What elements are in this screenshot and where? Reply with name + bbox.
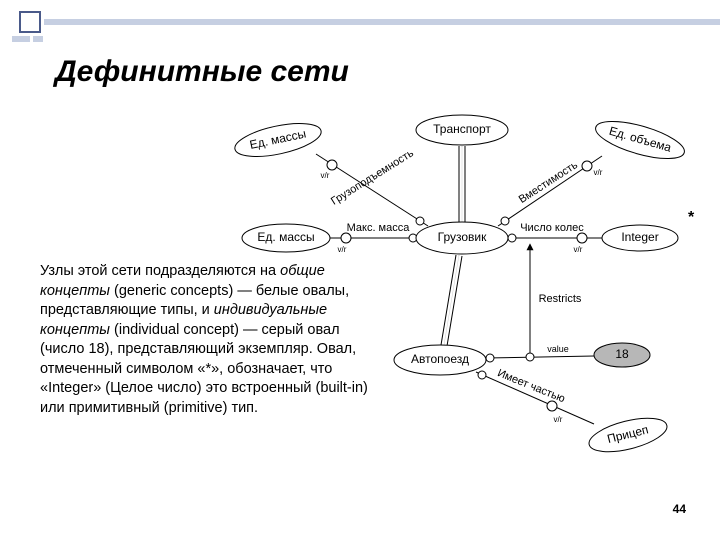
- semantic-network-diagram: Грузоподъемность v/r Макс. масса v/r Вме…: [0, 0, 720, 540]
- svg-text:Автопоезд: Автопоезд: [411, 352, 469, 366]
- node-gruzovik: Грузовик: [416, 222, 508, 254]
- edge-part-vr: v/r: [554, 415, 563, 424]
- edge-value-origin: [486, 354, 494, 362]
- node-avtopoezd: Автопоезд: [394, 345, 486, 375]
- edge-value: [486, 356, 594, 358]
- edge-kolesa-dot: [577, 233, 587, 243]
- edge-vmest-label: Вместимость: [517, 159, 580, 206]
- edge-isa-gruzovik-arrow: [444, 255, 459, 345]
- edge-isa-gruzovik-r: [447, 256, 462, 346]
- edge-part: [476, 372, 594, 424]
- edge-gruzopod-origin: [416, 217, 424, 225]
- edge-vmest-vr: v/r: [594, 168, 603, 177]
- edge-kolesa-origin: [508, 234, 516, 242]
- node-volume: Ед. объема: [592, 114, 688, 166]
- edge-kolesa-vr: v/r: [574, 245, 583, 254]
- node-integer: Integer: [602, 225, 678, 251]
- edge-value-label: value: [547, 344, 569, 354]
- edge-kolesa-label: Число колес: [520, 222, 584, 234]
- integer-star: *: [688, 209, 695, 226]
- edge-gruzopod-dot: [327, 160, 337, 170]
- node-mass2: Ед. массы: [242, 224, 330, 252]
- edge-maxmass-label: Макс. масса: [347, 222, 411, 234]
- edge-gruzopod-vr: v/r: [321, 171, 330, 180]
- svg-text:Транспорт: Транспорт: [433, 122, 491, 136]
- edge-maxmass-vr: v/r: [338, 245, 347, 254]
- edge-vmest-origin: [501, 217, 509, 225]
- edge-restricts-origin: [526, 353, 534, 361]
- edge-part-label: Имеет частью: [496, 367, 567, 405]
- node-eighteen: 18: [594, 343, 650, 367]
- node-mass1: Ед. массы: [232, 117, 324, 163]
- edge-maxmass-dot: [341, 233, 351, 243]
- node-pricep: Прицеп: [586, 412, 670, 459]
- edge-part-origin: [478, 371, 486, 379]
- svg-text:Ед. массы: Ед. массы: [257, 230, 314, 244]
- svg-text:Грузовик: Грузовик: [438, 230, 487, 244]
- svg-text:18: 18: [615, 347, 629, 361]
- svg-text:Integer: Integer: [621, 230, 658, 244]
- edge-restricts-label: Restricts: [539, 293, 582, 305]
- edge-gruzopod-label: Грузоподъемность: [329, 147, 416, 208]
- edge-vmest-dot: [582, 161, 592, 171]
- edge-isa-gruzovik-l: [441, 255, 456, 345]
- node-transport: Транспорт: [416, 115, 508, 145]
